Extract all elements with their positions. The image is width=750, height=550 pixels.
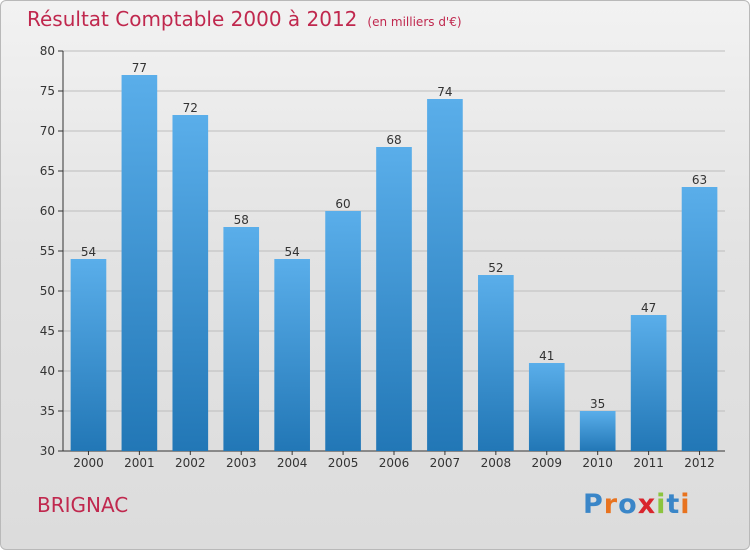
bar — [681, 187, 718, 451]
bar-value-label: 74 — [437, 85, 452, 99]
bar-value-label: 72 — [183, 101, 198, 115]
x-tick-label: 2001 — [124, 456, 155, 470]
bar-value-label: 54 — [81, 245, 96, 259]
y-tick-label: 60 — [40, 204, 55, 218]
place-name: BRIGNAC — [37, 493, 129, 517]
bar — [274, 259, 310, 451]
x-tick-label: 2009 — [531, 456, 562, 470]
x-tick-label: 2007 — [430, 456, 461, 470]
bar-value-label: 41 — [539, 349, 554, 363]
x-tick-label: 2006 — [379, 456, 410, 470]
y-tick-label: 30 — [40, 444, 55, 458]
bar — [70, 259, 107, 451]
logo-letter: r — [603, 489, 619, 520]
chart-title: Résultat Comptable 2000 à 2012 (en millie… — [27, 7, 462, 31]
bar-value-label: 77 — [132, 61, 147, 75]
chart-title-text: Résultat Comptable 2000 à 2012 — [27, 7, 358, 31]
y-tick-label: 50 — [40, 284, 55, 298]
logo-letter: o — [618, 489, 638, 520]
bar — [121, 75, 158, 451]
bar-value-label: 54 — [285, 245, 300, 259]
x-tick-label: 2008 — [481, 456, 512, 470]
bar-value-label: 35 — [590, 397, 605, 411]
y-tick-label: 40 — [40, 364, 55, 378]
x-tick-label: 2003 — [226, 456, 257, 470]
x-tick-label: 2012 — [684, 456, 715, 470]
bar — [376, 147, 412, 451]
y-tick-label: 45 — [40, 324, 55, 338]
logo-letter: P — [583, 489, 604, 520]
logo-letter: t — [666, 489, 681, 520]
bar — [172, 115, 209, 451]
y-tick-label: 75 — [40, 84, 55, 98]
bar — [630, 315, 667, 451]
logo-letter: i — [680, 489, 691, 520]
x-tick-label: 2000 — [73, 456, 104, 470]
x-tick-label: 2010 — [582, 456, 613, 470]
x-tick-label: 2002 — [175, 456, 206, 470]
bar — [223, 227, 260, 451]
y-tick-label: 55 — [40, 244, 55, 258]
bar-value-label: 47 — [641, 301, 656, 315]
bar — [325, 211, 361, 451]
bar-value-label: 60 — [335, 197, 350, 211]
x-tick-label: 2004 — [277, 456, 308, 470]
proxiti-logo: Proxiti — [583, 489, 691, 520]
bar-value-label: 68 — [386, 133, 401, 147]
bar — [427, 99, 463, 451]
bar-value-label: 52 — [488, 261, 503, 275]
x-tick-label: 2005 — [328, 456, 359, 470]
y-tick-label: 35 — [40, 404, 55, 418]
logo-letter: x — [637, 489, 657, 520]
bar — [478, 275, 514, 451]
logo-letter: i — [656, 489, 667, 520]
unit-note: (en milliers d'€) — [367, 15, 462, 29]
y-tick-label: 70 — [40, 124, 55, 138]
y-tick-label: 65 — [40, 164, 55, 178]
bar-value-label: 63 — [692, 173, 707, 187]
bar — [528, 363, 565, 451]
y-tick-label: 80 — [40, 44, 55, 58]
x-tick-label: 2011 — [633, 456, 664, 470]
bar — [579, 411, 616, 451]
bar-value-label: 58 — [234, 213, 249, 227]
